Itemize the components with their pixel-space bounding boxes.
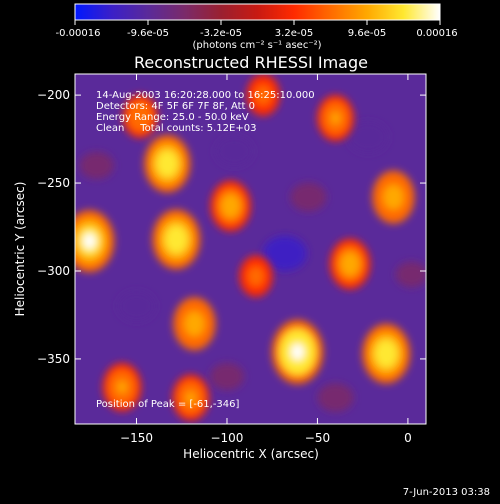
x-tick-label: −50: [305, 431, 330, 445]
hot-spot: [330, 111, 341, 124]
cold-regions: [79, 121, 426, 413]
cold-spot: [348, 121, 389, 154]
colorbar-tick-label: 9.6e-05: [348, 28, 386, 39]
cold-spot: [317, 383, 354, 413]
hot-spot: [258, 89, 268, 101]
annotation-energy-range: Energy Range: 25.0 - 50.0 keV: [96, 112, 249, 123]
cold-spot: [79, 151, 114, 180]
hot-spot: [380, 345, 393, 362]
plot-frame: [74, 73, 427, 425]
x-tick-label: −100: [210, 431, 243, 445]
hot-spot: [186, 391, 196, 404]
x-axis-ticks: −150 −100 −50 0: [120, 74, 412, 445]
colorbar-tick-label: 3.2e-05: [275, 28, 313, 39]
chart-title: Reconstructed RHESSI Image: [134, 53, 368, 72]
colorbar-tick-label: -3.2e-05: [200, 28, 242, 39]
y-tick-label: −350: [37, 352, 70, 366]
hot-spot: [117, 380, 128, 394]
colorbar-tick-label: -0.00016: [56, 28, 101, 39]
cold-spot: [290, 182, 327, 212]
info-annotations: 14-Aug-2003 16:20:28.000 to 16:25:10.000…: [96, 90, 315, 134]
x-tick-label: 0: [404, 431, 412, 445]
hot-spot: [83, 233, 96, 250]
x-tick-label: −150: [120, 431, 153, 445]
hot-spot: [344, 257, 356, 271]
hot-spot: [170, 231, 183, 248]
colorbar-ticks: -0.00016 -9.6e-05 -3.2e-05 3.2e-05 9.6e-05 0.…: [56, 20, 458, 39]
peak-position-label: Position of Peak = [-61,-346]: [96, 399, 240, 410]
colorbar-units: (photons cm⁻² s⁻¹ asec⁻²): [192, 40, 321, 51]
y-tick-label: −200: [37, 88, 70, 102]
hot-spot: [135, 110, 145, 122]
y-axis-ticks: −200 −250 −300 −350: [37, 88, 426, 366]
hot-spot: [225, 199, 236, 213]
colorbar-frame: [74, 3, 441, 21]
annotation-method-counts: Clean Total counts: 5.12E+03: [96, 123, 256, 134]
y-tick-label: −300: [37, 264, 70, 278]
hot-spot: [387, 190, 399, 204]
hot-spot: [290, 343, 305, 361]
y-tick-label: −250: [37, 176, 70, 190]
colorbar-tick-label: -9.6e-05: [127, 28, 169, 39]
annotation-detectors: Detectors: 4F 5F 6F 7F 8F, Att 0: [96, 101, 255, 112]
hot-regions: [75, 74, 415, 421]
footer-timestamp: 7-Jun-2013 03:38: [403, 487, 490, 498]
colorbar: -0.00016 -9.6e-05 -3.2e-05 3.2e-05 9.6e-05 0.…: [56, 3, 458, 51]
y-axis-label: Heliocentric Y (arcsec): [13, 182, 27, 317]
cold-spot: [262, 235, 307, 271]
hot-spot: [251, 270, 261, 282]
image-area: [75, 74, 426, 424]
hot-spot: [188, 316, 200, 331]
cold-spot: [215, 136, 254, 167]
cold-spot: [395, 261, 426, 288]
x-axis-label: Heliocentric X (arcsec): [183, 447, 319, 461]
colorbar-strip: [75, 4, 440, 20]
annotation-time-range: 14-Aug-2003 16:20:28.000 to 16:25:10.000: [96, 90, 315, 101]
hot-spot: [161, 156, 174, 172]
cold-spot: [209, 362, 244, 391]
cold-spot: [117, 290, 156, 322]
colorbar-tick-label: 0.00016: [416, 28, 457, 39]
